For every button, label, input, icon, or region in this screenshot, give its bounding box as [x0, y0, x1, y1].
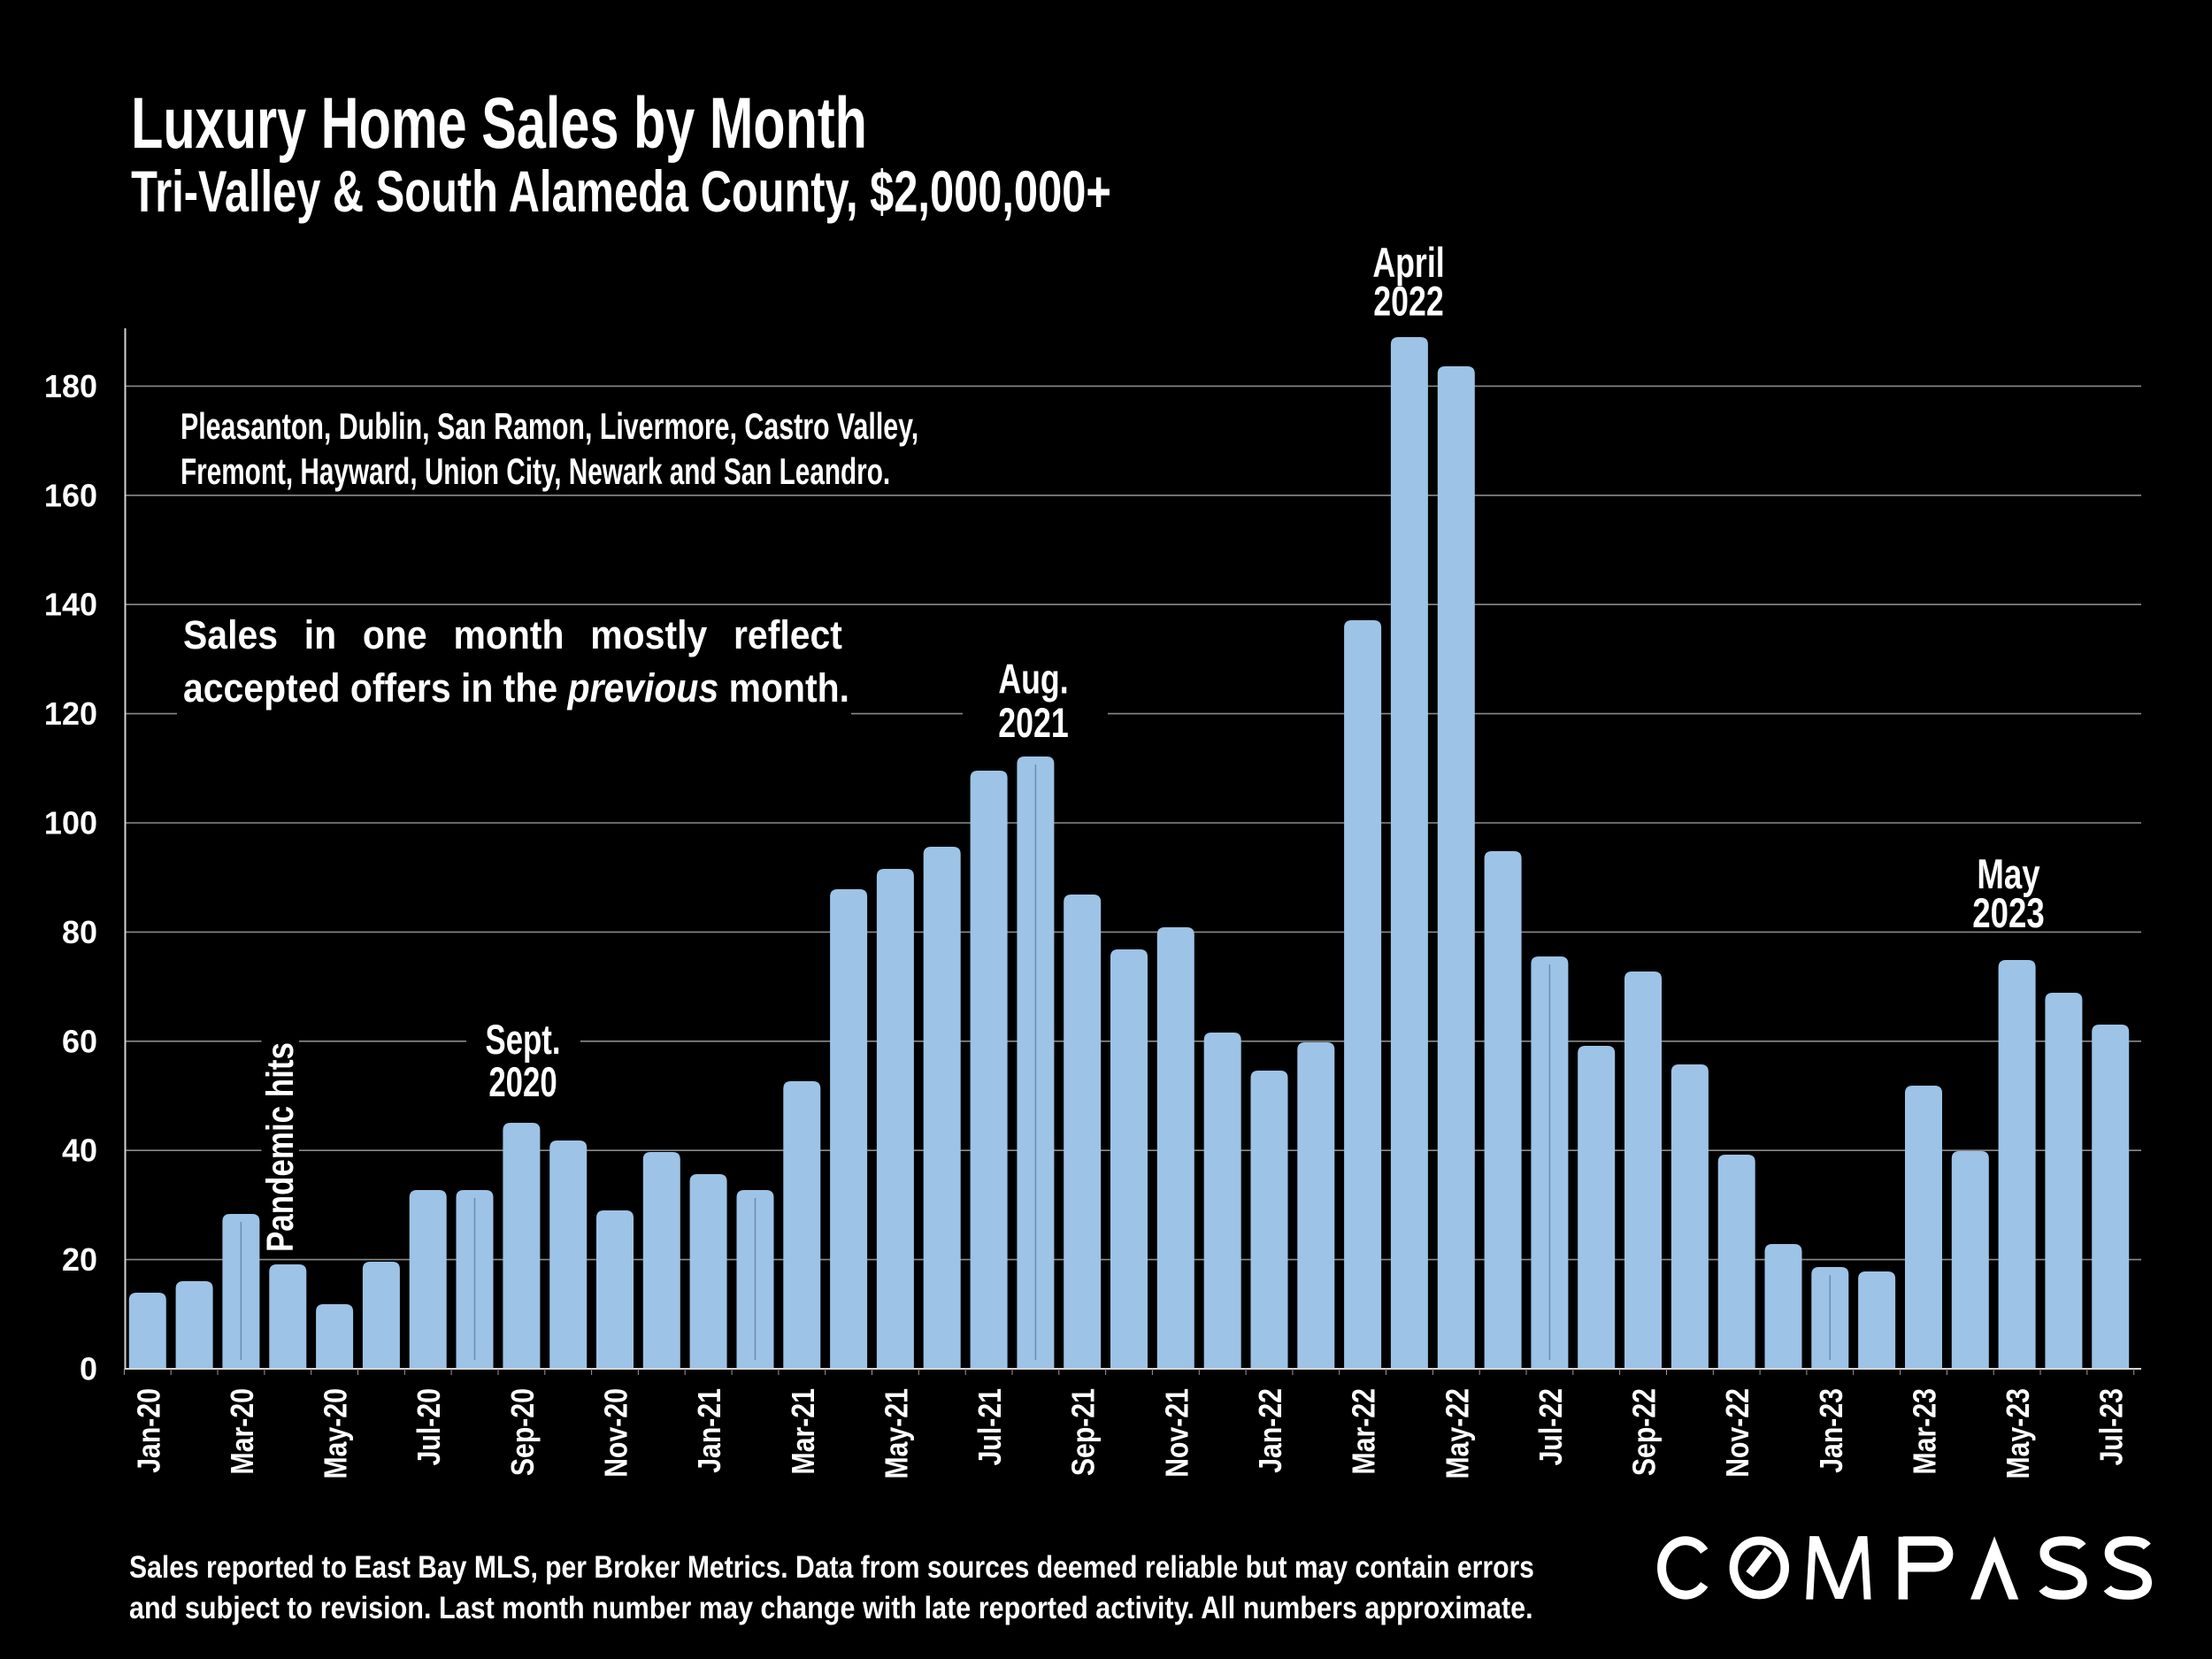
svg-text:Mar-23: Mar-23: [1908, 1388, 1943, 1474]
svg-text:May-23: May-23: [2001, 1388, 2037, 1479]
svg-text:Tri-Valley & South Alameda Cou: Tri-Valley & South Alameda County, $2,00…: [131, 159, 1111, 225]
svg-text:Sept.: Sept.: [485, 1017, 560, 1063]
svg-text:40: 40: [62, 1133, 97, 1169]
svg-text:Sales reported to East Bay MLS: Sales reported to East Bay MLS, per Brok…: [129, 1549, 1534, 1585]
svg-text:Jan-23: Jan-23: [1814, 1388, 1849, 1473]
svg-text:Mar-20: Mar-20: [225, 1388, 260, 1474]
svg-text:Mar-22: Mar-22: [1347, 1388, 1382, 1474]
svg-text:2023: 2023: [1972, 890, 2045, 936]
svg-text:80: 80: [62, 914, 97, 950]
svg-text:Jul-23: Jul-23: [2094, 1388, 2130, 1465]
svg-text:20: 20: [62, 1241, 97, 1278]
svg-text:Fremont, Hayward, Union City,: Fremont, Hayward, Union City, Newark and…: [180, 450, 890, 492]
svg-text:Mar-21: Mar-21: [786, 1388, 821, 1474]
svg-text:Jul-20: Jul-20: [412, 1388, 448, 1465]
svg-text:Jan-21: Jan-21: [693, 1388, 728, 1473]
svg-text:Jan-20: Jan-20: [132, 1388, 167, 1473]
svg-text:Jul-21: Jul-21: [973, 1388, 1009, 1465]
svg-text:Nov-22: Nov-22: [1721, 1388, 1756, 1478]
svg-text:Sep-20: Sep-20: [505, 1388, 541, 1476]
svg-text:Pleasanton, Dublin, San Ramon,: Pleasanton, Dublin, San Ramon, Livermore…: [180, 405, 918, 447]
svg-text:2022: 2022: [1373, 278, 1443, 325]
svg-text:0: 0: [80, 1351, 97, 1387]
svg-text:2021: 2021: [998, 699, 1068, 746]
svg-text:Nov-21: Nov-21: [1160, 1388, 1195, 1478]
svg-text:May-21: May-21: [879, 1388, 915, 1479]
svg-text:April: April: [1372, 239, 1444, 286]
svg-text:Luxury Home Sales by Month: Luxury Home Sales by Month: [131, 83, 867, 165]
svg-text:May-20: May-20: [319, 1388, 354, 1479]
svg-text:May-22: May-22: [1440, 1388, 1476, 1479]
svg-text:Nov-20: Nov-20: [599, 1388, 634, 1478]
svg-text:accepted offers in the previou: accepted offers in the previous month.: [183, 666, 849, 710]
svg-text:140: 140: [44, 587, 97, 623]
svg-text:Sep-22: Sep-22: [1627, 1388, 1663, 1476]
svg-text:May: May: [1977, 851, 2040, 897]
svg-text:120: 120: [44, 695, 97, 732]
svg-text:Jan-22: Jan-22: [1254, 1388, 1289, 1473]
svg-text:Sep-21: Sep-21: [1066, 1388, 1102, 1476]
svg-text:60: 60: [62, 1023, 97, 1059]
svg-text:Pandemic hits: Pandemic hits: [260, 1042, 302, 1252]
svg-text:and subject to revision. Last: and subject to revision. Last month numb…: [129, 1590, 1533, 1624]
svg-text:100: 100: [44, 805, 97, 841]
svg-text:Jul-22: Jul-22: [1533, 1388, 1569, 1465]
svg-text:180: 180: [44, 368, 97, 404]
svg-text:160: 160: [44, 477, 97, 513]
svg-text:2020: 2020: [488, 1059, 557, 1105]
svg-text:Sales in one month mostly refl: Sales in one month mostly reflect: [183, 613, 842, 657]
svg-text:Aug.: Aug.: [998, 656, 1068, 703]
